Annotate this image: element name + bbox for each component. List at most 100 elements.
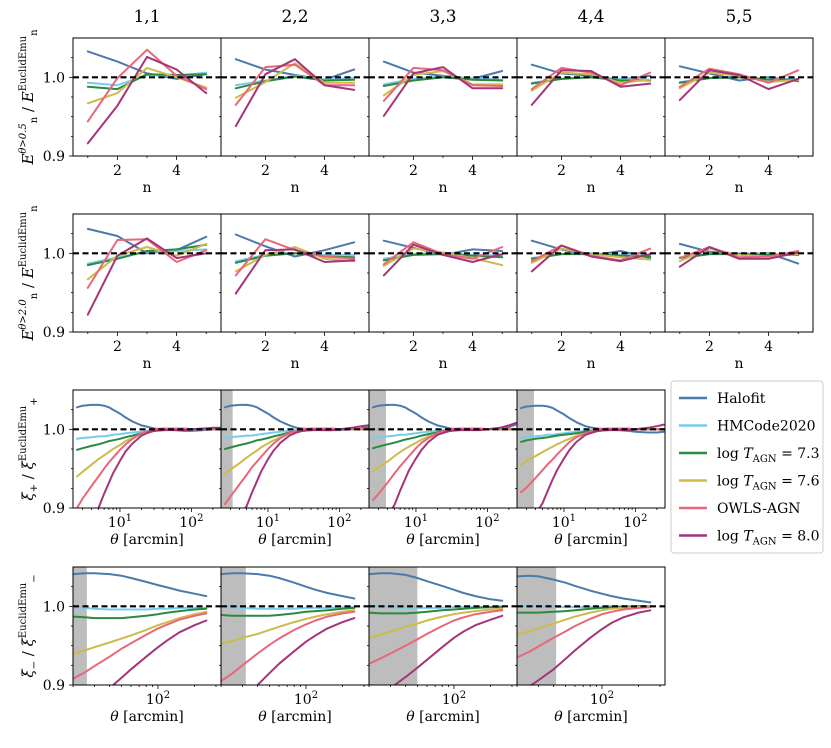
series-logT80 xyxy=(391,422,517,508)
axes-frame xyxy=(72,389,222,509)
series-hmcode xyxy=(73,606,208,611)
series-halofit xyxy=(86,227,208,255)
series-logT76 xyxy=(517,605,652,636)
x-axis-label: n xyxy=(142,356,151,372)
series-logT80 xyxy=(86,55,208,145)
column-title-3: 3,3 xyxy=(429,7,456,27)
x-tick-label: 2 xyxy=(261,339,270,355)
x-axis-label: n xyxy=(734,356,743,372)
panel-r1-c2: 2 4 n xyxy=(217,37,370,196)
axes-frame xyxy=(516,389,666,509)
x-tick-label: 102 xyxy=(623,513,647,531)
series-logT73 xyxy=(369,606,504,615)
series-owls xyxy=(221,610,356,683)
series-owls xyxy=(369,609,504,665)
series-owls xyxy=(517,606,652,659)
panel-r2-c1: 0.9 1.0 2 4 n xyxy=(43,213,222,372)
series-logT76 xyxy=(86,242,208,281)
series-halofit xyxy=(517,574,652,604)
series-logT73 xyxy=(234,75,356,90)
x-tick-label: 102 xyxy=(327,513,351,531)
x-tick-label: 101 xyxy=(552,513,576,531)
series-logT80 xyxy=(256,617,356,685)
excluded-scale-shade xyxy=(369,390,386,508)
x-axis-label: n xyxy=(438,180,447,196)
series-logT80 xyxy=(244,424,369,508)
x-tick-label: 4 xyxy=(616,339,625,355)
series-owls xyxy=(678,246,800,260)
panel-r1-c1: 0.9 1.0 2 4 n xyxy=(43,37,222,196)
x-axis-label: n xyxy=(734,180,743,196)
excluded-scale-shade xyxy=(73,567,87,685)
series-logT76 xyxy=(221,609,356,646)
series-logT76 xyxy=(369,607,504,639)
y-tick-label: 1.0 xyxy=(43,599,65,615)
row-ylabels: Eθ>0.5n / EEuclidEmun Eθ>2.0n / EEuclidEm… xyxy=(18,29,40,678)
series-halofit xyxy=(234,233,356,258)
y-tick-label: 1.0 xyxy=(43,246,65,262)
series-owls xyxy=(73,612,208,680)
excluded-scale-shade xyxy=(221,567,246,685)
series-logT73 xyxy=(86,73,208,91)
x-tick-label: 4 xyxy=(320,339,329,355)
legend-label-halofit: Halofit xyxy=(717,391,766,407)
series-logT76 xyxy=(234,246,356,273)
axes-frame xyxy=(220,213,370,333)
series-logT76 xyxy=(234,62,356,99)
x-axis-label: θ [arcmin] xyxy=(554,709,627,725)
y-tick-label: 0.9 xyxy=(43,678,65,694)
x-axis-label: θ [arcmin] xyxy=(554,532,627,548)
panels: 0.91.02 4n2 4n2 4n2 4n2 4n0.91.02 4n2 4n2 4n2 4n2… xyxy=(43,37,814,725)
series-logT80 xyxy=(97,426,221,508)
x-tick-label: 102 xyxy=(179,513,203,531)
x-tick-label: 4 xyxy=(764,163,773,179)
x-tick-label: 102 xyxy=(146,690,170,708)
series-logT80 xyxy=(530,69,652,106)
series-owls xyxy=(382,66,504,102)
series-owls xyxy=(86,48,208,123)
x-axis-label: n xyxy=(142,180,151,196)
legend-box xyxy=(670,380,824,554)
legend-label-logT76: log TAGN = 7.6 xyxy=(717,474,820,493)
series-halofit xyxy=(372,403,517,431)
y-tick-label: 0.9 xyxy=(43,501,65,517)
series-logT80 xyxy=(678,246,800,268)
column-title-5: 5,5 xyxy=(725,7,752,27)
series-logT80 xyxy=(111,619,208,685)
series-owls xyxy=(234,63,356,106)
series-owls xyxy=(224,427,369,506)
series-logT80 xyxy=(382,66,504,117)
x-tick-label: 101 xyxy=(256,513,280,531)
x-tick-label: 102 xyxy=(590,690,614,708)
series-owls xyxy=(76,427,221,508)
y-axis-label-row-1: Eθ>0.5n / EEuclidEmun xyxy=(18,29,40,166)
x-tick-label: 102 xyxy=(294,690,318,708)
x-tick-label: 2 xyxy=(409,163,418,179)
column-title-1: 1,1 xyxy=(133,7,160,27)
x-tick-label: 2 xyxy=(705,163,714,179)
series-halofit xyxy=(76,403,221,432)
column-title-4: 4,4 xyxy=(577,7,604,27)
legend-label-logT73: log TAGN = 7.3 xyxy=(717,446,820,465)
panel-r1-c4: 2 4 n xyxy=(513,37,666,196)
series-owls xyxy=(372,427,517,502)
series-logT76 xyxy=(73,610,208,655)
series-logT73 xyxy=(221,606,356,617)
x-axis-label: n xyxy=(438,356,447,372)
series-logT80 xyxy=(382,243,504,277)
axes-frame xyxy=(516,213,666,333)
x-tick-label: 4 xyxy=(172,163,181,179)
panel-r1-c3: 2 4 n xyxy=(365,37,518,196)
series-logT80 xyxy=(529,609,652,685)
legend-label-owls: OWLS-AGN xyxy=(717,501,801,517)
panel-r1-c5: 2 4 n xyxy=(661,37,814,196)
y-axis-label-row-4: ξ− / ξEuclidEmu− xyxy=(18,574,40,677)
x-axis-label: θ [arcmin] xyxy=(258,532,331,548)
y-tick-label: 0.9 xyxy=(43,149,65,165)
axes-frame xyxy=(368,213,518,333)
series-halofit xyxy=(369,572,504,602)
axes-frame xyxy=(664,213,814,333)
